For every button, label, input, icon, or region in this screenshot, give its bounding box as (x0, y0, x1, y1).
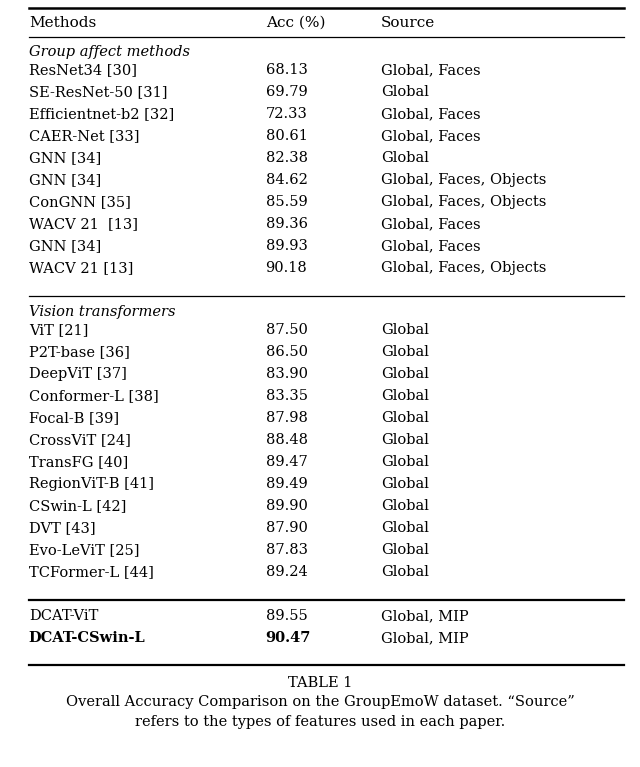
Text: Global: Global (381, 85, 429, 99)
Text: 86.50: 86.50 (266, 345, 308, 359)
Text: ConGNN [35]: ConGNN [35] (29, 195, 131, 209)
Text: Global: Global (381, 411, 429, 425)
Text: GNN [34]: GNN [34] (29, 173, 101, 187)
Text: ViT [21]: ViT [21] (29, 323, 88, 337)
Text: Global, Faces, Objects: Global, Faces, Objects (381, 261, 546, 275)
Text: 89.90: 89.90 (266, 499, 307, 513)
Text: Global, Faces, Objects: Global, Faces, Objects (381, 195, 546, 209)
Text: 83.90: 83.90 (266, 367, 308, 381)
Text: DCAT-CSwin-L: DCAT-CSwin-L (29, 631, 145, 645)
Text: Global, Faces: Global, Faces (381, 239, 481, 253)
Text: 89.49: 89.49 (266, 477, 307, 491)
Text: Global: Global (381, 455, 429, 469)
Text: Global, Faces: Global, Faces (381, 63, 481, 77)
Text: Global, Faces: Global, Faces (381, 217, 481, 231)
Text: WACV 21 [13]: WACV 21 [13] (29, 261, 133, 275)
Text: Group affect methods: Group affect methods (29, 45, 190, 59)
Text: Global, MIP: Global, MIP (381, 631, 468, 645)
Text: Global, Faces: Global, Faces (381, 107, 481, 121)
Text: 89.93: 89.93 (266, 239, 307, 253)
Text: Efficientnet-b2 [32]: Efficientnet-b2 [32] (29, 107, 174, 121)
Text: Global, Faces: Global, Faces (381, 129, 481, 143)
Text: WACV 21  [13]: WACV 21 [13] (29, 217, 138, 231)
Text: 87.98: 87.98 (266, 411, 307, 425)
Text: 83.35: 83.35 (266, 389, 308, 403)
Text: Global: Global (381, 565, 429, 579)
Text: 87.83: 87.83 (266, 543, 308, 557)
Text: 89.55: 89.55 (266, 609, 307, 623)
Text: Global: Global (381, 543, 429, 557)
Text: CAER-Net [33]: CAER-Net [33] (29, 129, 140, 143)
Text: SE-ResNet-50 [31]: SE-ResNet-50 [31] (29, 85, 167, 99)
Text: 88.48: 88.48 (266, 433, 308, 447)
Text: 69.79: 69.79 (266, 85, 307, 99)
Text: Global: Global (381, 345, 429, 359)
Text: Acc (%): Acc (%) (266, 16, 325, 30)
Text: Global: Global (381, 477, 429, 491)
Text: Global: Global (381, 433, 429, 447)
Text: Global: Global (381, 323, 429, 337)
Text: Overall Accuracy Comparison on the GroupEmoW dataset. “Source”: Overall Accuracy Comparison on the Group… (66, 695, 574, 709)
Text: 89.36: 89.36 (266, 217, 308, 231)
Text: Global: Global (381, 389, 429, 403)
Text: ResNet34 [30]: ResNet34 [30] (29, 63, 137, 77)
Text: DeepViT [37]: DeepViT [37] (29, 367, 127, 381)
Text: 87.90: 87.90 (266, 521, 307, 535)
Text: 72.33: 72.33 (266, 107, 307, 121)
Text: DVT [43]: DVT [43] (29, 521, 95, 535)
Text: refers to the types of features used in each paper.: refers to the types of features used in … (135, 715, 505, 729)
Text: RegionViT-B [41]: RegionViT-B [41] (29, 477, 154, 491)
Text: Vision transformers: Vision transformers (29, 305, 175, 319)
Text: DCAT-ViT: DCAT-ViT (29, 609, 98, 623)
Text: 85.59: 85.59 (266, 195, 307, 209)
Text: Conformer-L [38]: Conformer-L [38] (29, 389, 159, 403)
Text: 80.61: 80.61 (266, 129, 307, 143)
Text: Focal-B [39]: Focal-B [39] (29, 411, 119, 425)
Text: Global: Global (381, 151, 429, 165)
Text: Evo-LeViT [25]: Evo-LeViT [25] (29, 543, 140, 557)
Text: Global, MIP: Global, MIP (381, 609, 468, 623)
Text: TABLE 1: TABLE 1 (288, 676, 352, 690)
Text: Source: Source (381, 16, 435, 30)
Text: Global: Global (381, 499, 429, 513)
Text: CSwin-L [42]: CSwin-L [42] (29, 499, 126, 513)
Text: 87.50: 87.50 (266, 323, 307, 337)
Text: 89.24: 89.24 (266, 565, 307, 579)
Text: GNN [34]: GNN [34] (29, 239, 101, 253)
Text: Global: Global (381, 521, 429, 535)
Text: 89.47: 89.47 (266, 455, 307, 469)
Text: TCFormer-L [44]: TCFormer-L [44] (29, 565, 154, 579)
Text: CrossViT [24]: CrossViT [24] (29, 433, 131, 447)
Text: 90.47: 90.47 (266, 631, 311, 645)
Text: P2T-base [36]: P2T-base [36] (29, 345, 130, 359)
Text: TransFG [40]: TransFG [40] (29, 455, 128, 469)
Text: 84.62: 84.62 (266, 173, 307, 187)
Text: 90.18: 90.18 (266, 261, 307, 275)
Text: Methods: Methods (29, 16, 96, 30)
Text: 68.13: 68.13 (266, 63, 307, 77)
Text: 82.38: 82.38 (266, 151, 308, 165)
Text: GNN [34]: GNN [34] (29, 151, 101, 165)
Text: Global: Global (381, 367, 429, 381)
Text: Global, Faces, Objects: Global, Faces, Objects (381, 173, 546, 187)
